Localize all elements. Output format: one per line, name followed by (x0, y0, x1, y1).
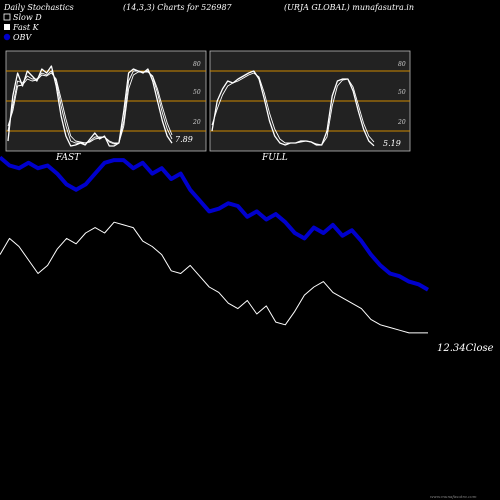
full-panel-label: FULL (261, 153, 288, 163)
chart-title: Daily Stochastics (3, 3, 74, 12)
legend-swatch-slow-d (3, 13, 11, 21)
close-label: 12.34Close (437, 343, 494, 354)
chart-params: (14,3,3) Charts for 526987 (123, 3, 233, 12)
chart-source: (URJA GLOBAL) munafasutra.in (284, 3, 414, 12)
full-last-value: 5.19 (383, 139, 401, 148)
fast-tick-20: 20 (192, 119, 201, 126)
fast-line-2 (7, 71, 173, 144)
full-tick-80: 80 (398, 61, 406, 68)
footer-watermark: www.munafasutra.com (430, 494, 477, 499)
legend-label-obv: OBV (13, 33, 32, 42)
fast-panel-label: FAST (55, 153, 81, 163)
obv-line (0, 155, 429, 292)
fast-last-value: 7.89 (175, 135, 193, 144)
legend-label-fast-k: Fast K (12, 23, 40, 32)
legend-swatch-fast-k (4, 24, 10, 30)
full-tick-50: 50 (398, 89, 406, 96)
fast-tick-50: 50 (193, 89, 201, 96)
price-line (0, 221, 428, 334)
full-tick-20: 20 (397, 119, 406, 126)
legend-label-slow-d: Slow D (13, 13, 42, 22)
fast-tick-80: 80 (193, 61, 201, 68)
full-line-1 (211, 72, 375, 146)
legend-swatch-obv (3, 33, 11, 41)
